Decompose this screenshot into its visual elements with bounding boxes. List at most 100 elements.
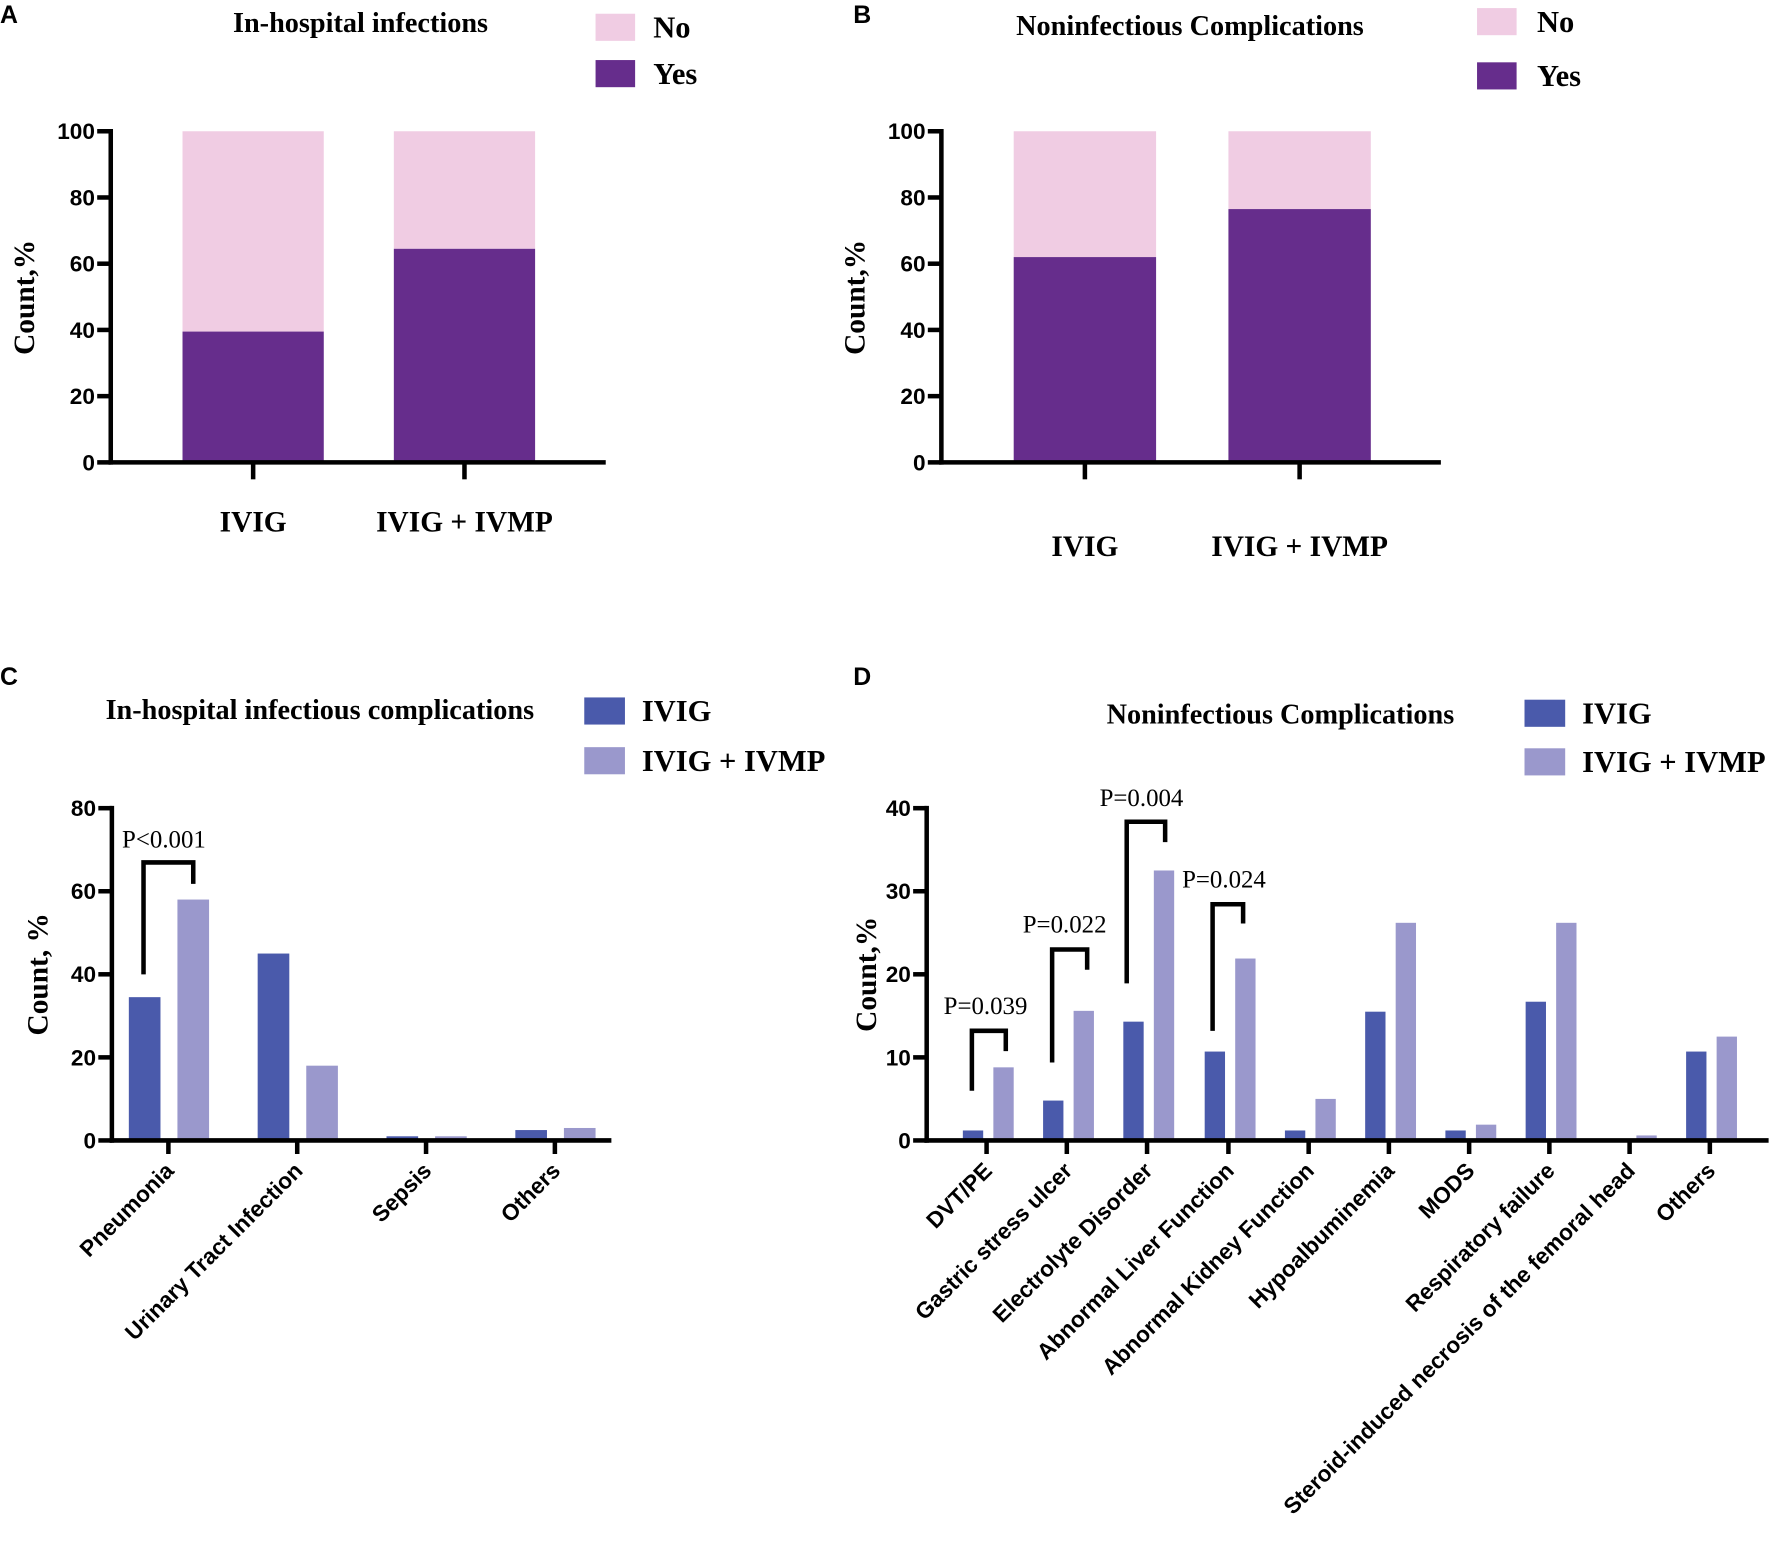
bar-yes-1: [393, 248, 536, 463]
p-value-label: P=0.004: [1100, 785, 1184, 812]
bar-ivig-0: [962, 1130, 984, 1141]
bar-ivig-ivmp-7: [1556, 922, 1577, 1141]
y-tick-label: 30: [886, 879, 911, 904]
y-tick-label: 40: [886, 796, 911, 821]
y-tick-label: 0: [83, 1128, 96, 1153]
x-tick-label: MODS: [1414, 1158, 1480, 1224]
y-tick-label: 10: [886, 1045, 911, 1070]
bar-ivig-ivmp-1: [1073, 1010, 1094, 1141]
significance-bracket: [1049, 947, 1090, 1063]
bar-ivig-ivmp-5: [1395, 922, 1417, 1141]
chart-title: Noninfectious Complications: [1107, 699, 1455, 730]
bar-ivig-1: [1043, 1100, 1064, 1141]
y-tick-label: 40: [71, 962, 96, 987]
chart-title: In-hospital infectious complications: [106, 695, 535, 726]
legend-swatch-no: [595, 13, 636, 41]
bar-ivig-ivmp-8: [1636, 1135, 1657, 1141]
panel-letter: B: [853, 1, 871, 29]
bar-no-0: [1013, 131, 1157, 258]
x-tick-label: Others: [1651, 1158, 1720, 1227]
bar-ivig-ivmp-0: [177, 899, 210, 1141]
y-tick-label: 80: [900, 185, 925, 210]
y-tick-label: 20: [886, 962, 911, 987]
y-tick-label: 0: [898, 1128, 911, 1153]
chart-title: Noninfectious Complications: [1016, 11, 1364, 42]
significance-bracket: [1210, 901, 1246, 1031]
bar-no-0: [182, 131, 324, 332]
y-tick-label: 0: [82, 450, 95, 475]
panel-a: A In-hospital infections Count,% IVIG IVIG +…: [0, 1, 697, 539]
bar-ivig-6: [1445, 1130, 1466, 1141]
bar-ivig-4: [1284, 1130, 1306, 1141]
p-value-label: P<0.001: [122, 827, 206, 854]
legend-swatch-no: [1477, 8, 1517, 36]
panel-letter: D: [853, 663, 871, 691]
y-axis-label: Count,%: [9, 240, 41, 355]
bar-ivig-3: [1204, 1051, 1226, 1141]
x-tick-label: Pneumonia: [75, 1158, 179, 1262]
bar-ivig-ivmp-2: [1153, 870, 1175, 1141]
bar-ivig-0: [128, 997, 161, 1141]
chart-title: In-hospital infections: [233, 8, 488, 39]
y-axis-label: Count,%: [840, 240, 872, 355]
x-tick-label: Electrolyte Disorder: [988, 1158, 1158, 1328]
y-tick-label: 80: [70, 185, 95, 210]
bar-ivig-ivmp-0: [993, 1067, 1014, 1141]
bar-yes-1: [1228, 209, 1371, 463]
bar-ivig-ivmp-1: [306, 1065, 338, 1141]
significance-bracket: [141, 860, 196, 975]
y-tick-label: 80: [71, 796, 96, 821]
x-tick-label: IVIG + IVMP: [376, 506, 553, 538]
bar-ivig-ivmp-3: [563, 1127, 596, 1141]
bar-ivig-5: [1365, 1011, 1386, 1141]
legend-label-ivig: IVIG: [1582, 696, 1652, 730]
panel-c: C In-hospital infectious complications Cou…: [0, 663, 825, 1345]
x-tick-label: IVIG: [1051, 531, 1118, 563]
x-tick-label: DVT/PE: [922, 1158, 997, 1233]
bar-no-1: [393, 131, 536, 249]
panel-letter: A: [0, 1, 18, 29]
legend-swatch-ivig: [584, 697, 625, 725]
y-tick-label: 20: [70, 384, 95, 409]
bar-yes-0: [1013, 257, 1157, 463]
legend-swatch-yes: [595, 60, 636, 88]
y-tick-label: 60: [71, 879, 96, 904]
bar-ivig-ivmp-3: [1235, 958, 1256, 1141]
bar-no-1: [1228, 131, 1371, 210]
y-tick-label: 100: [57, 119, 95, 144]
y-tick-label: 100: [888, 119, 926, 144]
legend-label-yes: Yes: [653, 57, 697, 91]
significance-bracket: [969, 1028, 1009, 1091]
legend-swatch-ivig-ivmp: [584, 747, 625, 775]
x-tick-label: IVIG + IVMP: [1211, 531, 1388, 563]
x-tick-label: Sepsis: [367, 1158, 436, 1227]
legend-label-no: No: [653, 10, 690, 44]
legend-label-ivig: IVIG: [642, 694, 712, 728]
legend-label-yes: Yes: [1537, 59, 1581, 93]
bar-ivig-ivmp-4: [1315, 1098, 1336, 1141]
panel-letter: C: [0, 663, 18, 691]
panel-b: B Noninfectious Complications Count,% IVIG I…: [840, 1, 1582, 563]
bar-ivig-9: [1686, 1051, 1707, 1141]
y-tick-label: 20: [900, 384, 925, 409]
legend-swatch-yes: [1477, 62, 1517, 90]
y-tick-label: 20: [71, 1045, 96, 1070]
x-tick-label: IVIG: [220, 506, 287, 538]
y-axis-label: Count, %: [22, 913, 54, 1035]
x-tick-label: Others: [496, 1158, 565, 1227]
legend-label-ivig-ivmp: IVIG + IVMP: [642, 744, 825, 778]
y-tick-label: 40: [70, 318, 95, 343]
x-tick-label: Hypoalbuminemia: [1244, 1158, 1400, 1314]
bar-ivig-ivmp-6: [1475, 1124, 1497, 1141]
significance-bracket: [1124, 819, 1168, 984]
legend-swatch-ivig: [1524, 699, 1566, 727]
legend-label-ivig-ivmp: IVIG + IVMP: [1582, 745, 1765, 779]
legend-label-no: No: [1537, 5, 1574, 39]
bar-ivig-ivmp-9: [1716, 1036, 1737, 1141]
bar-yes-0: [182, 331, 324, 463]
bar-ivig-2: [1123, 1021, 1144, 1141]
x-tick-label: Gastric stress ulcer: [910, 1158, 1077, 1325]
p-value-label: P=0.039: [944, 993, 1028, 1020]
bar-ivig-3: [515, 1130, 547, 1141]
